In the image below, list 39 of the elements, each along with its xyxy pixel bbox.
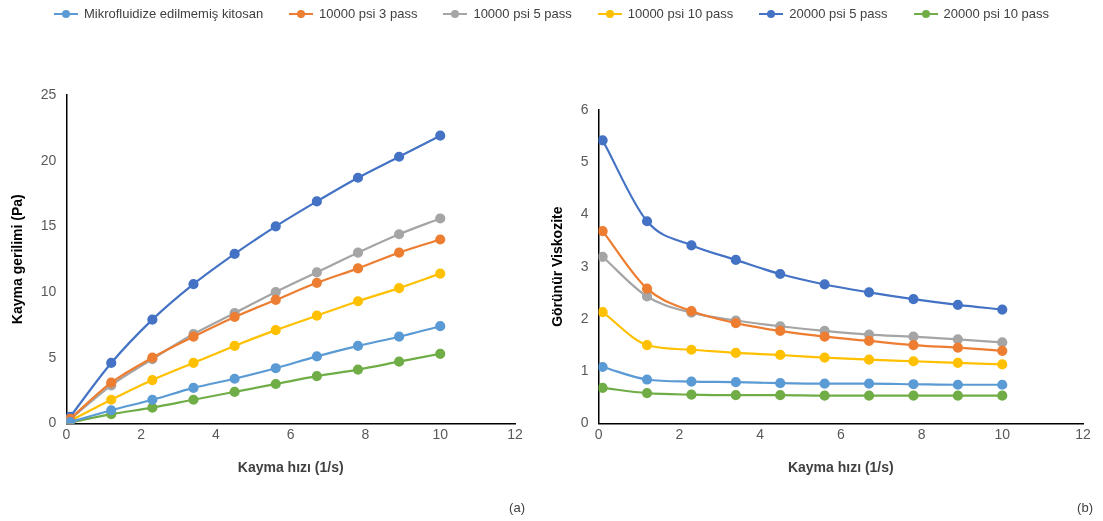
y-tick-label: 4 [580,205,589,222]
legend-label: 10000 psi 3 pass [319,6,418,21]
y-tick-label: 1 [580,362,589,379]
x-tick-label: 6 [836,425,845,442]
legend-label: Mikrofluidize edilmemiş kitosan [83,6,264,21]
x-axis-title: Kayma hızı (1/s) [237,459,344,476]
x-tick-label: 6 [286,425,295,442]
legend-label: 10000 psi 10 pass [627,6,734,21]
legend-label: 20000 psi 10 pass [943,6,1050,21]
x-tick-label: 12 [507,425,523,442]
x-tick-label: 0 [594,425,603,442]
y-tick-label: 25 [40,85,57,102]
x-tick-label: 8 [361,425,370,442]
x-tick-label: 8 [917,425,926,442]
y-tick-label: 10 [40,282,57,299]
x-tick-label: 12 [1075,425,1091,442]
legend-label: 20000 psi 5 pass [789,6,888,21]
x-tick-label: 2 [675,425,684,442]
legend-label: 10000 psi 5 pass [473,6,572,21]
x-axis-title: Kayma hızı (1/s) [787,459,894,476]
y-tick-label: 3 [580,257,589,274]
x-tick-label: 0 [62,425,71,442]
y-tick-label: 5 [48,348,57,365]
y-axis-title: Kayma gerilimi (Pa) [9,194,26,325]
y-tick-label: 2 [580,309,589,326]
x-tick-label: 10 [432,425,449,442]
y-axis-title: Görünür Viskozite [549,206,566,327]
y-tick-label: 5 [580,153,589,170]
y-tick-label: 15 [40,217,57,234]
y-tick-label: 0 [580,414,589,431]
x-tick-label: 10 [994,425,1011,442]
text: (b) [1077,500,1093,516]
y-tick-label: 0 [48,414,57,431]
y-tick-label: 20 [40,151,57,168]
y-tick-label: 6 [580,100,589,117]
x-tick-label: 4 [756,425,765,442]
x-tick-label: 2 [137,425,146,442]
text: (a) [509,500,525,516]
x-tick-label: 4 [212,425,221,442]
